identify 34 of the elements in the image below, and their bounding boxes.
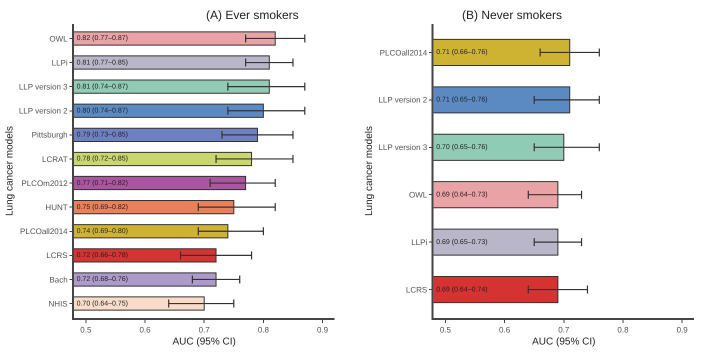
y-tick-label: OWL [409, 190, 428, 200]
y-tick-label: Pittsburgh [32, 130, 68, 140]
y-tick-label: LLP version 3 [378, 143, 428, 152]
y-tick-label: NHIS [48, 299, 68, 308]
chart-title: (A) Ever smokers [206, 8, 299, 22]
x-tick-label: 0.9 [676, 325, 688, 334]
y-tick-label: OWL [49, 34, 68, 44]
y-tick-label: PLCOall2014 [20, 227, 68, 236]
x-tick-label: 0.6 [499, 325, 511, 334]
y-tick-label: PLCOall2014 [380, 48, 428, 58]
x-tick-label: 0.9 [316, 325, 329, 334]
y-tick-label: PLCOm2012 [21, 178, 68, 188]
y-axis-title: Lung cancer models [4, 126, 16, 216]
x-tick-label: 0.8 [617, 325, 630, 334]
x-tick-label: 0.8 [258, 325, 270, 334]
y-tick-label: LLPi [52, 58, 68, 68]
y-tick-label: LLPi [411, 238, 428, 247]
x-axis-title: AUC (95% CI) [532, 336, 596, 348]
y-tick-label: LCRS [406, 285, 428, 294]
y-tick-label: LCRAT [42, 154, 68, 164]
chart-title: (B) Never smokers [462, 8, 562, 22]
y-tick-label: HUNT [45, 202, 68, 212]
x-axis-title: AUC (95% CI) [172, 336, 236, 348]
x-tick-label: 0.7 [558, 325, 570, 334]
y-tick-label: LCRS [46, 251, 68, 260]
x-tick-label: 0.5 [440, 325, 452, 334]
y-tick-label: Bach [49, 275, 68, 284]
y-axis-title: Lung cancer models [364, 126, 375, 216]
x-tick-label: 0.5 [80, 325, 92, 334]
y-tick-label: LLP version 2 [378, 96, 428, 105]
x-tick-label: 0.7 [198, 325, 210, 334]
y-tick-label: LLP version 3 [18, 82, 68, 92]
y-tick-label: LLP version 2 [18, 106, 68, 116]
x-tick-label: 0.6 [139, 325, 152, 334]
